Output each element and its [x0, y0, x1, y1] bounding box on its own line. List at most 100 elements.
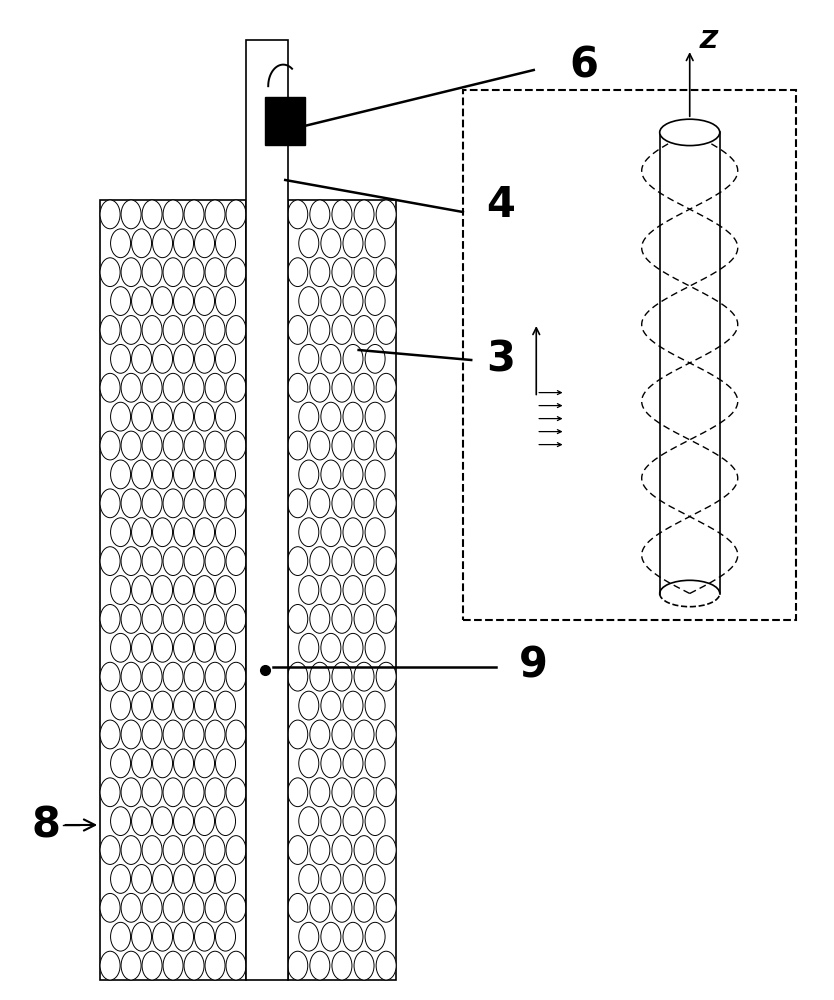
Ellipse shape	[321, 344, 341, 373]
Ellipse shape	[205, 893, 225, 922]
Ellipse shape	[100, 258, 120, 287]
Ellipse shape	[321, 749, 341, 778]
Ellipse shape	[226, 547, 246, 575]
Ellipse shape	[142, 316, 162, 344]
Ellipse shape	[226, 258, 246, 287]
Ellipse shape	[309, 951, 329, 980]
Ellipse shape	[184, 605, 204, 633]
Ellipse shape	[163, 893, 183, 922]
Ellipse shape	[132, 922, 152, 951]
Ellipse shape	[111, 807, 131, 836]
Ellipse shape	[226, 200, 246, 229]
Ellipse shape	[194, 344, 214, 373]
Ellipse shape	[153, 402, 173, 431]
Ellipse shape	[309, 431, 329, 460]
Ellipse shape	[153, 287, 173, 315]
Ellipse shape	[299, 576, 319, 604]
Ellipse shape	[365, 518, 385, 547]
Ellipse shape	[332, 489, 352, 518]
Ellipse shape	[184, 373, 204, 402]
Text: 3: 3	[486, 339, 515, 381]
Ellipse shape	[215, 344, 235, 373]
Ellipse shape	[309, 778, 329, 807]
Ellipse shape	[173, 576, 193, 604]
Ellipse shape	[173, 691, 193, 720]
Ellipse shape	[173, 865, 193, 893]
Text: Z: Z	[700, 29, 718, 53]
Ellipse shape	[660, 119, 720, 146]
Ellipse shape	[332, 373, 352, 402]
Ellipse shape	[299, 749, 319, 778]
Ellipse shape	[288, 836, 308, 864]
Ellipse shape	[354, 489, 374, 518]
Ellipse shape	[376, 605, 396, 633]
Ellipse shape	[288, 316, 308, 344]
Ellipse shape	[321, 576, 341, 604]
Ellipse shape	[184, 547, 204, 575]
Ellipse shape	[354, 662, 374, 691]
Ellipse shape	[365, 460, 385, 489]
Ellipse shape	[354, 316, 374, 344]
Ellipse shape	[332, 836, 352, 864]
Ellipse shape	[132, 518, 152, 547]
Ellipse shape	[205, 547, 225, 575]
Ellipse shape	[365, 576, 385, 604]
Ellipse shape	[205, 720, 225, 749]
Ellipse shape	[321, 287, 341, 315]
Ellipse shape	[132, 287, 152, 315]
Ellipse shape	[173, 518, 193, 547]
Ellipse shape	[163, 778, 183, 807]
Ellipse shape	[111, 460, 131, 489]
Ellipse shape	[121, 489, 141, 518]
Ellipse shape	[354, 605, 374, 633]
Ellipse shape	[343, 576, 363, 604]
Ellipse shape	[205, 373, 225, 402]
Ellipse shape	[194, 922, 214, 951]
Ellipse shape	[332, 720, 352, 749]
Ellipse shape	[309, 605, 329, 633]
Ellipse shape	[309, 893, 329, 922]
Ellipse shape	[226, 836, 246, 864]
Ellipse shape	[376, 547, 396, 575]
Bar	[246, 40, 288, 980]
Ellipse shape	[184, 200, 204, 229]
Ellipse shape	[365, 807, 385, 836]
Ellipse shape	[288, 258, 308, 287]
Ellipse shape	[321, 807, 341, 836]
Ellipse shape	[121, 373, 141, 402]
Ellipse shape	[153, 576, 173, 604]
Ellipse shape	[343, 922, 363, 951]
Ellipse shape	[332, 200, 352, 229]
Ellipse shape	[184, 778, 204, 807]
Ellipse shape	[299, 229, 319, 258]
Ellipse shape	[215, 749, 235, 778]
Ellipse shape	[376, 431, 396, 460]
Ellipse shape	[354, 836, 374, 864]
Ellipse shape	[111, 518, 131, 547]
Ellipse shape	[163, 720, 183, 749]
Ellipse shape	[321, 865, 341, 893]
Ellipse shape	[100, 778, 120, 807]
Ellipse shape	[365, 402, 385, 431]
Ellipse shape	[205, 836, 225, 864]
Ellipse shape	[194, 633, 214, 662]
Ellipse shape	[184, 431, 204, 460]
Ellipse shape	[332, 547, 352, 575]
Ellipse shape	[194, 229, 214, 258]
Ellipse shape	[321, 460, 341, 489]
Ellipse shape	[173, 287, 193, 315]
Ellipse shape	[163, 373, 183, 402]
Ellipse shape	[343, 691, 363, 720]
Ellipse shape	[194, 402, 214, 431]
Ellipse shape	[226, 778, 246, 807]
Ellipse shape	[226, 662, 246, 691]
Ellipse shape	[100, 373, 120, 402]
Ellipse shape	[376, 316, 396, 344]
Ellipse shape	[215, 807, 235, 836]
Ellipse shape	[194, 287, 214, 315]
Ellipse shape	[288, 893, 308, 922]
Ellipse shape	[153, 344, 173, 373]
Ellipse shape	[321, 633, 341, 662]
Ellipse shape	[376, 720, 396, 749]
Ellipse shape	[194, 576, 214, 604]
